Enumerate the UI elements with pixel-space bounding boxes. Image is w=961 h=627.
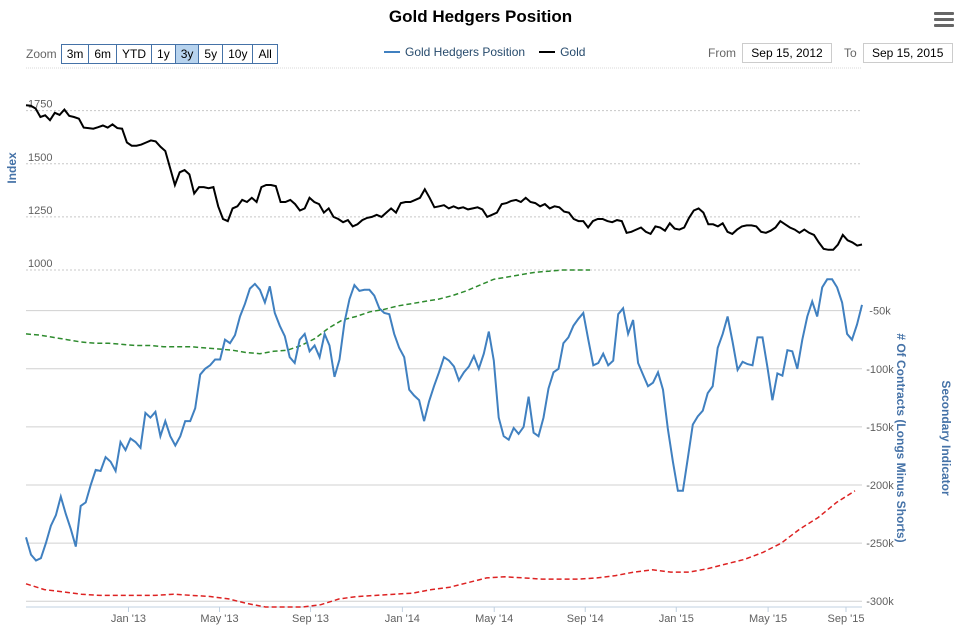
- bottom-axis-title: # Of Contracts (Longs Minus Shorts): [894, 333, 908, 542]
- zoom-6m-button[interactable]: 6m: [89, 45, 118, 63]
- legend-label-hedgers: Gold Hedgers Position: [405, 45, 526, 59]
- zoom-1y-button[interactable]: 1y: [152, 45, 176, 63]
- gold-series-line: [25, 104, 863, 251]
- x-tick-label-8: Sep '15: [828, 613, 865, 625]
- bottom-ytick-label-2: -200k: [866, 480, 894, 492]
- legend-swatch-gold: [539, 51, 556, 53]
- legend-label-gold: Gold: [560, 45, 586, 59]
- from-date-input[interactable]: Sep 15, 2012: [742, 43, 832, 63]
- legend-swatch-hedgers: [384, 51, 400, 53]
- x-tick-label-5: Sep '14: [567, 613, 604, 625]
- x-tick-label-4: May '14: [475, 613, 513, 625]
- zoom-label: Zoom: [26, 47, 57, 61]
- to-date-input[interactable]: Sep 15, 2015: [862, 43, 953, 63]
- bottom-ytick-label-0: -300k: [866, 596, 894, 608]
- top-ytick-label-3: 1750: [28, 99, 52, 111]
- zoom-buttons: 3m 6m YTD 1y 3y 5y 10y All: [60, 44, 278, 64]
- to-label: To: [844, 46, 857, 60]
- bottom-ytick-label-3: -150k: [866, 422, 894, 434]
- x-tick-label-6: Jan '15: [659, 613, 694, 625]
- zoom-3m-button[interactable]: 3m: [61, 45, 90, 63]
- top-ytick-label-1: 1250: [28, 205, 52, 217]
- bottom-ytick-label-1: -250k: [866, 538, 894, 550]
- from-label: From: [708, 46, 736, 60]
- top-axis-title: Index: [5, 152, 19, 184]
- zoom-3y-button[interactable]: 3y: [175, 45, 200, 63]
- zoom-bar: Zoom 3m 6m YTD 1y 3y 5y 10y All: [26, 44, 278, 64]
- x-tick-label-7: May '15: [749, 613, 787, 625]
- top-ytick-label-2: 1500: [28, 152, 52, 164]
- zoom-10y-button[interactable]: 10y: [223, 45, 254, 63]
- secondary-axis-title: Secondary Indicator: [939, 380, 953, 496]
- zoom-ytd-button[interactable]: YTD: [117, 45, 153, 63]
- zoom-all-button[interactable]: All: [253, 45, 277, 63]
- legend-item-gold[interactable]: Gold: [539, 45, 585, 59]
- legend: Gold Hedgers Position Gold: [384, 45, 599, 59]
- x-tick-label-1: May '13: [200, 613, 238, 625]
- hedgers-series-line: [25, 278, 863, 562]
- zoom-5y-button[interactable]: 5y: [199, 45, 224, 63]
- green-dashed-series-line: [25, 269, 590, 355]
- red-dashed-series-line: [25, 490, 856, 608]
- bottom-ytick-label-5: -50k: [869, 306, 891, 318]
- hamburger-menu-icon[interactable]: [934, 12, 954, 28]
- x-tick-label-0: Jan '13: [111, 613, 146, 625]
- legend-item-hedgers[interactable]: Gold Hedgers Position: [384, 45, 525, 59]
- date-range: From Sep 15, 2012 To Sep 15, 2015: [708, 43, 961, 63]
- x-tick-label-3: Jan '14: [385, 613, 420, 625]
- x-tick-label-2: Sep '13: [292, 613, 329, 625]
- bottom-ytick-label-4: -100k: [866, 364, 894, 376]
- chart-title: Gold Hedgers Position: [388, 7, 573, 26]
- top-ytick-label-0: 1000: [28, 258, 52, 270]
